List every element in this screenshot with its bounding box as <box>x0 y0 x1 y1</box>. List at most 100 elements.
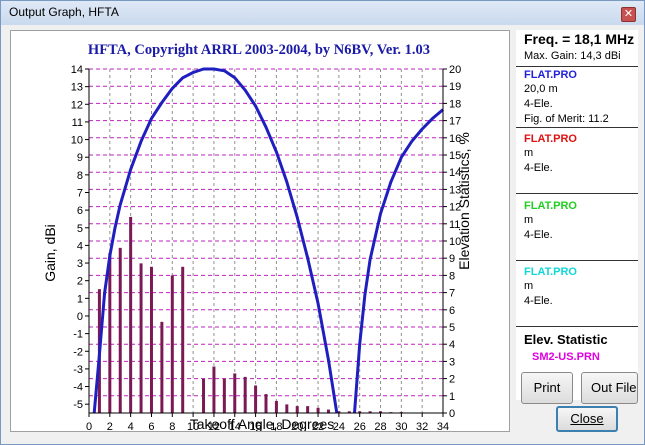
y-tick-label: -4 <box>73 382 83 394</box>
x-tick-label: 16 <box>249 421 261 431</box>
y-axis-label: Gain, dBi <box>42 224 58 282</box>
print-button[interactable]: Print <box>521 372 573 404</box>
y2-tick-label: 5 <box>449 322 455 334</box>
gain-elevation-chart: HFTA, Copyright ARRL 2003-2004, by N6BV,… <box>42 42 472 431</box>
x-tick-label: 10 <box>187 421 199 431</box>
y2-tick-label: 3 <box>449 356 455 368</box>
y2-tick-label: 11 <box>449 219 460 231</box>
out-file-button[interactable]: Out File <box>581 372 638 404</box>
y2-tick-label: 17 <box>449 116 461 128</box>
y-tick-label: -3 <box>73 364 83 376</box>
elevation-bar <box>306 406 310 413</box>
y2-tick-label: 9 <box>449 253 455 265</box>
y-tick-label: 8 <box>77 170 83 182</box>
y-tick-label: 12 <box>71 99 83 111</box>
divider <box>516 326 638 327</box>
series-4-line-2: 4-Ele. <box>524 295 553 307</box>
x-tick-label: 14 <box>229 421 241 431</box>
y2-tick-label: 2 <box>449 374 455 386</box>
elevation-statistic-file: SM2-US.PRN <box>532 351 600 363</box>
window-close-icon[interactable]: ✕ <box>621 7 636 22</box>
x-tick-label: 6 <box>148 421 154 431</box>
gain-line-segment <box>92 67 339 414</box>
y-tick-label: 0 <box>77 311 83 323</box>
series-2-name: FLAT.PRO <box>524 133 577 145</box>
elevation-bar <box>274 400 278 413</box>
window-title: Output Graph, HFTA <box>9 5 119 19</box>
elevation-bar <box>181 266 185 413</box>
frequency-label: Freq. = 18,1 MHz <box>524 31 635 47</box>
y-tick-label: -5 <box>73 399 83 411</box>
y-tick-label: 7 <box>77 187 83 199</box>
elevation-bar <box>379 411 383 413</box>
y2-tick-label: 13 <box>449 184 461 196</box>
series-1-line-2: 4-Ele. <box>524 98 553 110</box>
max-gain-label: Max. Gain: 14,3 dBi <box>524 50 621 62</box>
divider <box>516 260 638 261</box>
y-tick-label: 6 <box>77 205 83 217</box>
results-panel: Freq. = 18,1 MHz Max. Gain: 14,3 dBi FLA… <box>516 30 638 400</box>
elevation-bar <box>233 373 237 413</box>
elevation-bar <box>118 247 122 413</box>
x-tick-label: 28 <box>374 421 386 431</box>
y2-tick-label: 15 <box>449 150 461 162</box>
title-bar: Output Graph, HFTA ✕ <box>1 1 644 25</box>
elevation-bar <box>202 378 206 413</box>
y2-tick-label: 14 <box>449 167 461 179</box>
y-tick-label: 9 <box>77 152 83 164</box>
series-1-name: FLAT.PRO <box>524 69 577 81</box>
series-4-line-1: m <box>524 280 534 292</box>
x-tick-label: 24 <box>333 421 345 431</box>
y-tick-label: 2 <box>77 276 83 288</box>
series-block-1: FLAT.PRO 20,0 m 4-Ele. Fig. of Merit: 11… <box>524 68 638 127</box>
x-tick-label: 18 <box>270 421 282 431</box>
x-tick-label: 30 <box>395 421 407 431</box>
series-3-line-2: 4-Ele. <box>524 229 553 241</box>
y-tick-label: 1 <box>77 293 83 305</box>
close-button[interactable]: Close <box>556 406 618 432</box>
close-button-label: Close <box>570 411 604 426</box>
gain-lines <box>92 67 444 414</box>
x-tick-label: 22 <box>312 421 324 431</box>
elevation-bar <box>347 411 351 413</box>
window-client-area: HFTA, Copyright ARRL 2003-2004, by N6BV,… <box>8 25 638 438</box>
series-block-2: FLAT.PRO m 4-Ele. <box>524 132 638 176</box>
series-1-line-1: 20,0 m <box>524 83 558 95</box>
output-graph: HFTA, Copyright ARRL 2003-2004, by N6BV,… <box>10 30 510 432</box>
divider <box>516 127 638 128</box>
elevation-bar <box>243 376 247 413</box>
elevation-bar <box>254 385 258 413</box>
y2-axis-label: Elevation Statistics, % <box>456 132 472 270</box>
series-block-4: FLAT.PRO m 4-Ele. <box>524 265 638 309</box>
y2-tick-label: 19 <box>449 81 461 93</box>
x-tick-label: 2 <box>107 421 113 431</box>
elevation-bar <box>368 411 372 413</box>
elevation-bar <box>212 366 216 413</box>
gain-line-segment <box>353 108 444 414</box>
y-tick-label: 13 <box>71 82 83 94</box>
y2-tick-label: 8 <box>449 270 455 282</box>
elevation-bar <box>108 253 112 413</box>
series-4-name: FLAT.PRO <box>524 266 577 278</box>
elevation-bar <box>222 378 226 413</box>
elevation-statistic-title: Elev. Statistic <box>524 332 608 347</box>
series-3-line-1: m <box>524 214 534 226</box>
y2-tick-label: 16 <box>449 133 461 145</box>
y-tick-label: 14 <box>71 64 83 76</box>
y-tick-label: -1 <box>73 329 83 341</box>
x-tick-label: 8 <box>169 421 175 431</box>
elevation-bar <box>358 411 362 413</box>
elevation-bar <box>316 407 320 413</box>
y-tick-label: 5 <box>77 223 83 235</box>
elevation-bar <box>149 266 153 413</box>
chart-title: HFTA, Copyright ARRL 2003-2004, by N6BV,… <box>88 42 430 58</box>
x-tick-label: 4 <box>128 421 134 431</box>
elevation-bar <box>170 275 174 413</box>
elevation-bar <box>129 216 133 413</box>
elevation-bar <box>295 406 299 413</box>
y2-tick-label: 18 <box>449 98 461 110</box>
elevation-bar <box>160 321 164 413</box>
divider <box>516 193 638 194</box>
x-tick-label: 34 <box>437 421 449 431</box>
